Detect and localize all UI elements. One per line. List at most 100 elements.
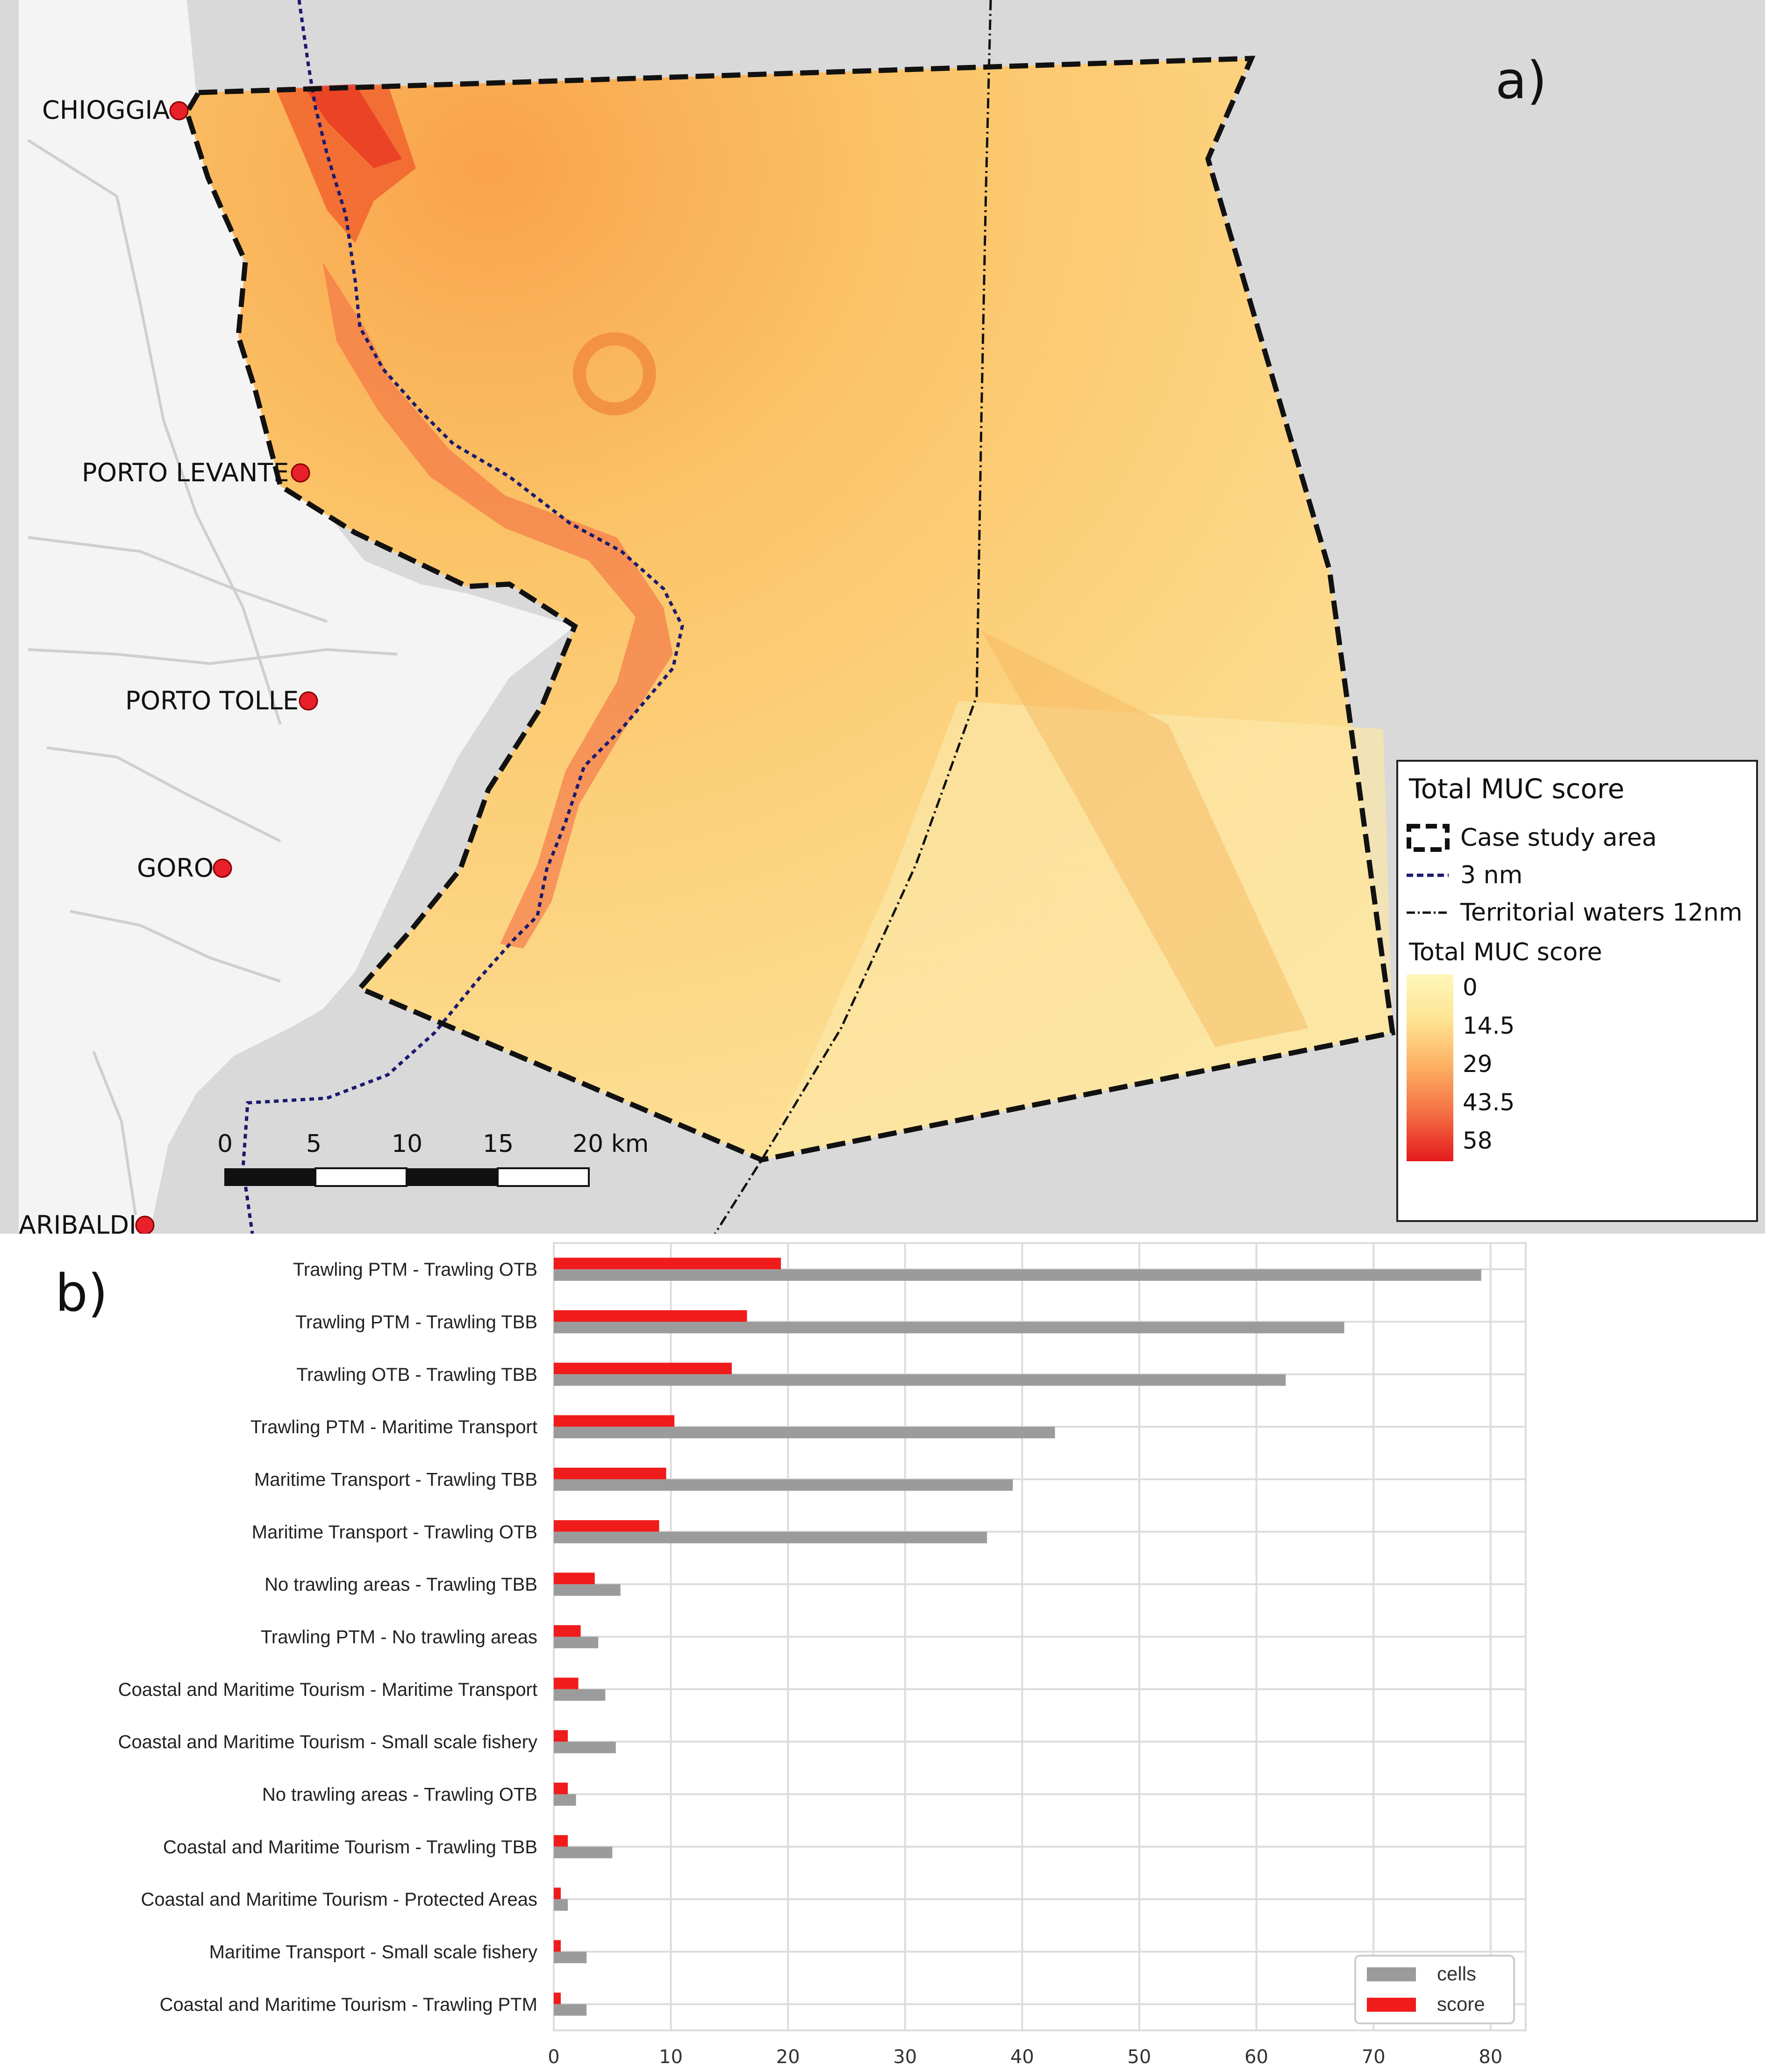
colorbar: [1407, 974, 1453, 1161]
x-tick-label: 30: [893, 2046, 917, 2068]
x-tick-label: 60: [1244, 2046, 1268, 2068]
x-tick-label: 0: [548, 2046, 559, 2068]
nm3-line: [241, 0, 684, 1234]
scale-bar: 0 5 10 15 20 km: [217, 1130, 649, 1187]
bar-score: [554, 1467, 666, 1479]
category-label: Trawling PTM - Maritime Transport: [250, 1417, 537, 1437]
legend-swatch-cells: [1367, 1967, 1416, 1981]
colorbar-tick: 58: [1463, 1127, 1493, 1154]
bar-cells: [554, 1636, 599, 1649]
place-label: GORO: [137, 853, 214, 883]
place-marker: [299, 691, 318, 711]
place-marker: [213, 858, 232, 878]
bar-cells: [554, 2004, 587, 2016]
scale-tick: 0: [217, 1130, 233, 1158]
x-tick-label: 10: [659, 2046, 683, 2068]
bar-score: [554, 1625, 581, 1637]
place-label: PORTO LEVANTE: [82, 458, 289, 487]
category-label: Trawling OTB - Trawling TBB: [296, 1365, 537, 1385]
place-label: ARIBALDI: [19, 1210, 136, 1234]
bar-cells: [554, 1846, 613, 1858]
bar-cells: [554, 1689, 606, 1701]
x-tick-label: 50: [1128, 2046, 1151, 2068]
place-label: PORTO TOLLE: [125, 686, 299, 715]
bar-score: [554, 1887, 561, 1900]
legend-item: Case study area: [1460, 824, 1657, 852]
bar-cells: [554, 1584, 621, 1596]
bar-score: [554, 1993, 561, 2004]
land-roads: [27, 139, 398, 1215]
bar-score: [554, 1257, 781, 1270]
legend-swatch-area: [1407, 824, 1450, 852]
bar-score: [554, 1415, 675, 1427]
category-label: No trawling areas - Trawling OTB: [262, 1785, 537, 1805]
map-legend: Total MUC score Case study area 3 nm Ter…: [1396, 760, 1758, 1222]
scale-tick: 5: [306, 1130, 322, 1158]
x-tick-label: 20: [776, 2046, 800, 2068]
scale-tick: 10: [392, 1130, 422, 1158]
bar-cells: [554, 1742, 616, 1753]
category-label: Coastal and Maritime Tourism - Trawling …: [163, 1837, 537, 1858]
map-canvas: CHIOGGIA PORTO LEVANTE PORTO TOLLE GORO …: [0, 0, 1765, 1240]
bar-cells: [554, 1794, 576, 1806]
legend-label-cells: cells: [1437, 1963, 1476, 1985]
colorbar-tick: 43.5: [1463, 1089, 1515, 1116]
bar-cells: [554, 1899, 568, 1911]
scale-tick: 20 km: [572, 1130, 649, 1158]
bar-chart-panel: b) Trawling PTM - Trawling OTB Trawling P…: [0, 1234, 1765, 2070]
colorbar-tick: 0: [1463, 974, 1478, 1001]
case-study-boundary: [184, 56, 1396, 1163]
colorbar-tick: 29: [1463, 1050, 1493, 1078]
category-label: Trawling PTM - Trawling OTB: [293, 1259, 537, 1280]
bar-cells: [554, 1374, 1286, 1386]
bar-cells: [554, 1269, 1481, 1281]
territorial-waters-line: [714, 0, 992, 1235]
hotspots: [276, 84, 1393, 1160]
panel-label-a: a): [1495, 50, 1547, 110]
place-marker: [135, 1215, 155, 1235]
bar-chart: b) Trawling PTM - Trawling OTB Trawling P…: [0, 1234, 1765, 2070]
bar-score: [554, 1363, 732, 1374]
legend-swatch-score: [1367, 1998, 1416, 2012]
legend-label-score: score: [1437, 1993, 1485, 2015]
x-tick-label: 80: [1479, 2046, 1502, 2068]
panel-label-b: b): [55, 1263, 108, 1323]
bar-score: [554, 1310, 747, 1322]
bar-score: [554, 1520, 659, 1532]
category-label: Coastal and Maritime Tourism - Maritime …: [118, 1679, 537, 1700]
land: [19, 0, 575, 1234]
bar-cells: [554, 1322, 1344, 1334]
bar-score: [554, 1835, 568, 1847]
legend-title: Total MUC score: [1408, 773, 1624, 805]
category-label: Maritime Transport - Small scale fishery: [209, 1942, 537, 1963]
bar-score: [554, 1730, 568, 1742]
bar-score: [554, 1940, 561, 1952]
bar-cells: [554, 1531, 987, 1543]
x-tick-label: 70: [1362, 2046, 1386, 2068]
place-label: CHIOGGIA: [42, 95, 170, 125]
bar-score: [554, 1782, 568, 1794]
category-label: Coastal and Maritime Tourism - Small sca…: [118, 1732, 537, 1752]
bar-cells: [554, 1951, 587, 1964]
legend-item: 3 nm: [1460, 861, 1522, 889]
colorbar-tick: 14.5: [1463, 1012, 1515, 1039]
category-label: Maritime Transport - Trawling TBB: [254, 1470, 537, 1490]
x-tick-label: 40: [1010, 2046, 1034, 2068]
chart-legend: [1354, 1955, 1515, 2024]
category-label: No trawling areas - Trawling TBB: [264, 1574, 537, 1595]
legend-item: Territorial waters 12nm: [1460, 899, 1743, 927]
colorbar-title: Total MUC score: [1408, 938, 1602, 966]
category-label: Trawling PTM - Trawling TBB: [295, 1312, 537, 1333]
place-marker: [169, 101, 189, 121]
category-label: Maritime Transport - Trawling OTB: [252, 1522, 537, 1543]
category-label: Coastal and Maritime Tourism - Protected…: [141, 1889, 538, 1910]
scale-tick: 15: [483, 1130, 514, 1158]
bar-cells: [554, 1427, 1055, 1438]
bar-score: [554, 1678, 579, 1689]
place-marker: [291, 463, 310, 483]
bar-cells: [554, 1479, 1013, 1491]
category-label: Coastal and Maritime Tourism - Trawling …: [160, 1994, 537, 2015]
bar-score: [554, 1572, 595, 1585]
category-label: Trawling PTM - No trawling areas: [261, 1627, 537, 1648]
map-panel: CHIOGGIA PORTO LEVANTE PORTO TOLLE GORO …: [0, 0, 1765, 1240]
